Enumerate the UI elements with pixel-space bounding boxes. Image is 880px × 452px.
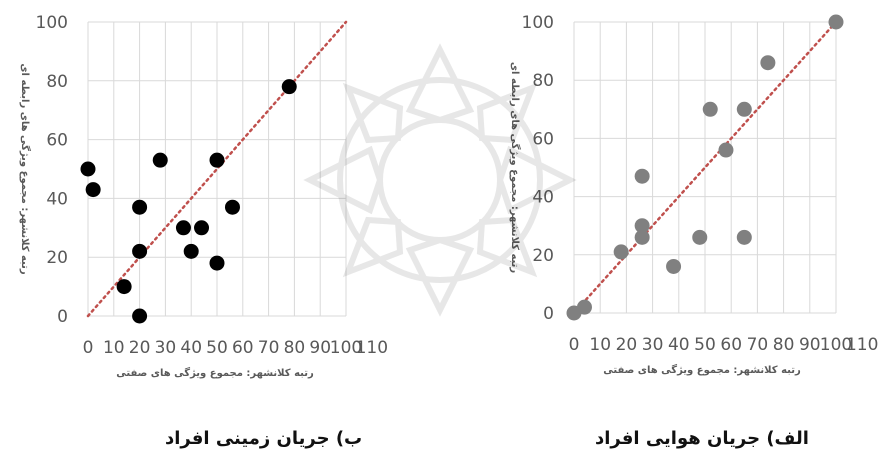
- x-tick-label: 0: [569, 335, 580, 355]
- y-axis-title: رتبه کلانشهر: مجموع ویژگی های رابطه ای: [509, 62, 522, 273]
- x-tick-label: 50: [694, 335, 716, 355]
- x-tick-label: 30: [155, 338, 177, 358]
- y-tick-label: 60: [532, 129, 554, 149]
- x-tick-label: 80: [773, 335, 795, 355]
- data-point: [692, 229, 708, 245]
- left-chart-caption: ب) جریان زمینی افراد: [165, 428, 363, 449]
- left-chart-panel: 0 20 40 60 80 100 0 10 20 30 40 50 60 70 80 90 100 110 رتب…: [19, 13, 388, 449]
- data-point: [736, 229, 752, 245]
- y-tick-label: 80: [532, 71, 554, 91]
- data-point: [718, 142, 734, 158]
- data-point: [132, 308, 148, 324]
- data-point: [183, 243, 199, 259]
- data-point: [132, 243, 148, 259]
- data-point: [132, 199, 148, 215]
- y-tick-label: 20: [46, 248, 68, 268]
- data-point: [634, 218, 650, 234]
- x-tick-label: 90: [309, 338, 331, 358]
- data-point: [152, 152, 168, 168]
- x-tick-label: 110: [846, 335, 878, 355]
- x-tick-label: 90: [799, 335, 821, 355]
- x-tick-label: 70: [258, 338, 280, 358]
- data-point: [116, 279, 132, 295]
- data-point: [224, 199, 240, 215]
- x-tick-label: 80: [284, 338, 306, 358]
- data-point: [576, 299, 592, 315]
- x-tick-label: 10: [103, 338, 125, 358]
- x-tick-label: 40: [180, 338, 202, 358]
- watermark-emblem-icon: [300, 40, 580, 324]
- data-point: [666, 258, 682, 274]
- x-tick-label: 100: [330, 338, 362, 358]
- right-chart-caption: الف) جریان هوایی افراد: [595, 428, 809, 449]
- data-point: [85, 182, 101, 198]
- x-tick-label: 10: [589, 335, 611, 355]
- y-tick-label: 100: [36, 13, 68, 33]
- data-point: [736, 101, 752, 117]
- x-tick-label: 20: [616, 335, 638, 355]
- y-tick-label: 100: [522, 13, 554, 33]
- x-tick-label: 100: [820, 335, 852, 355]
- y-tick-label: 60: [46, 131, 68, 151]
- x-tick-label: 30: [642, 335, 664, 355]
- reference-line: [86, 20, 348, 318]
- x-axis-title: رتبه کلانشهر: مجموع ویژگی های صفتی: [116, 366, 314, 379]
- y-tick-label: 80: [46, 72, 68, 92]
- y-tick-label: 0: [57, 307, 68, 327]
- x-tick-label: 60: [232, 338, 254, 358]
- data-point: [209, 152, 225, 168]
- data-point: [281, 79, 297, 95]
- data-point: [702, 101, 718, 117]
- y-tick-label: 40: [46, 189, 68, 209]
- y-tick-label: 0: [543, 304, 554, 324]
- data-point: [80, 161, 96, 177]
- y-axis-title: رتبه کلانشهر: مجموع ویژگی های رابطه ای: [19, 63, 32, 274]
- data-point: [175, 220, 191, 236]
- data-point: [634, 229, 650, 245]
- x-tick-label: 60: [720, 335, 742, 355]
- x-tick-label: 70: [747, 335, 769, 355]
- y-tick-label: 40: [532, 188, 554, 208]
- x-tick-label: 0: [83, 338, 94, 358]
- data-point: [194, 220, 210, 236]
- data-point: [209, 255, 225, 271]
- y-tick-label: 20: [532, 246, 554, 266]
- x-tick-label: 40: [668, 335, 690, 355]
- data-point: [828, 14, 844, 30]
- x-tick-label: 50: [206, 338, 228, 358]
- reference-line: [572, 20, 838, 315]
- data-point: [760, 55, 776, 71]
- data-point: [613, 244, 629, 260]
- x-tick-label: 20: [129, 338, 151, 358]
- x-tick-label: 110: [356, 338, 388, 358]
- x-axis-title: رتبه کلانشهر: مجموع ویژگی های صفتی: [603, 363, 801, 376]
- right-chart-panel: 0 20 40 60 80 100 0 10 20 30 40 50 60 70 80 90 100 110 رتب…: [440, 0, 880, 452]
- data-point: [634, 168, 650, 184]
